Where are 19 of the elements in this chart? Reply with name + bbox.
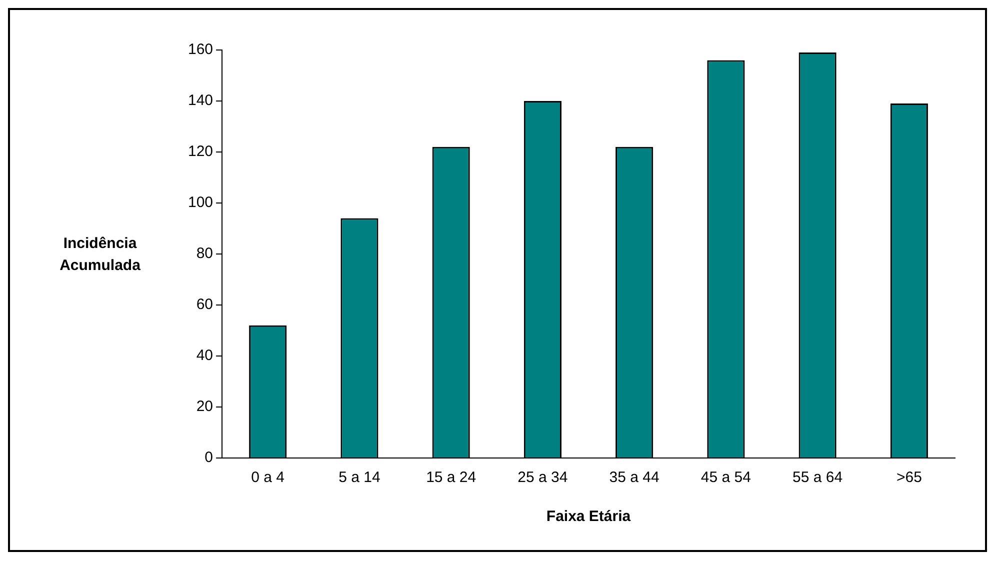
x-tick-label: 5 a 14 bbox=[338, 469, 380, 486]
y-tick-label: 160 bbox=[188, 41, 214, 58]
x-axis-title: Faixa Etária bbox=[546, 508, 632, 526]
x-tick-label: >65 bbox=[896, 469, 922, 486]
x-tick-label: 45 a 54 bbox=[700, 469, 751, 486]
x-tick-label: 15 a 24 bbox=[426, 469, 476, 486]
y-tick-label: 60 bbox=[196, 296, 214, 314]
y-tick-label: 20 bbox=[196, 398, 214, 416]
x-tick-label: 0 a 4 bbox=[251, 469, 285, 486]
y-tick-label: 80 bbox=[196, 245, 214, 262]
y-tick-label: 140 bbox=[188, 92, 214, 110]
x-tick-label: 25 a 34 bbox=[518, 469, 568, 486]
y-axis-title: Incidência Acumulada bbox=[60, 235, 142, 274]
x-tick-label: 55 a 64 bbox=[792, 469, 843, 486]
x-tick-label: 35 a 44 bbox=[609, 469, 660, 486]
y-tick-label: 0 bbox=[204, 449, 214, 466]
y-tick-label: 100 bbox=[188, 194, 214, 212]
y-tick-label: 40 bbox=[196, 347, 214, 364]
y-tick-label: 120 bbox=[188, 143, 214, 160]
